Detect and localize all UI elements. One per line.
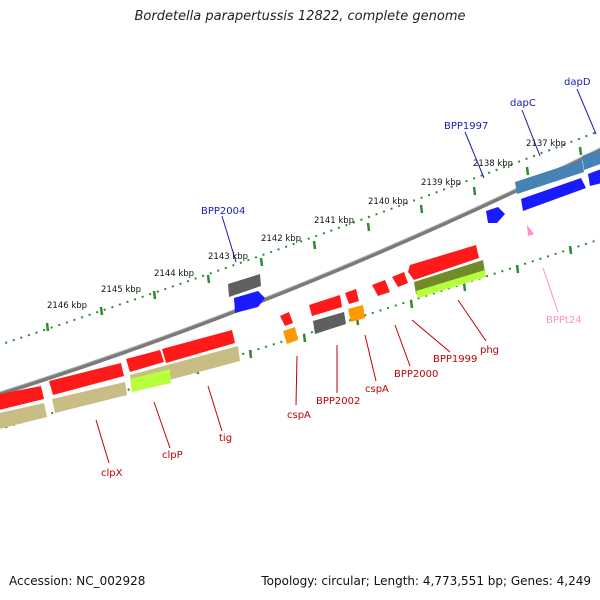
gene-clpP-lime[interactable]	[130, 369, 171, 392]
gene-label-cspA-1[interactable]: cspA	[365, 384, 389, 395]
gene-BPP2002-red[interactable]	[309, 295, 342, 316]
gene-BPP1999[interactable]	[392, 272, 408, 287]
outer-major-tick	[206, 274, 211, 284]
tick-label-2141: 2141 kbp	[314, 216, 354, 226]
outer-major-tick	[578, 146, 583, 156]
genome-backbone	[0, 147, 600, 396]
outer-major-tick	[312, 240, 317, 250]
gene-clpX-olive[interactable]	[52, 382, 127, 413]
gene-label-BPPt24[interactable]: BPPt24	[546, 315, 582, 326]
tick-label-2145: 2145 kbp	[101, 285, 141, 295]
gene-phg-lime[interactable]	[416, 270, 486, 298]
gene-label-cspA-2[interactable]: cspA	[287, 410, 311, 421]
kbp-labels: 2137 kbp 2138 kbp 2139 kbp 2140 kbp 2141…	[47, 139, 566, 311]
gene-label-phg[interactable]: phg	[480, 345, 499, 356]
tick-label-2139: 2139 kbp	[421, 178, 461, 188]
gene-phg[interactable]	[408, 245, 479, 280]
tick-label-2144: 2144 kbp	[154, 269, 194, 279]
gene-label-dapC[interactable]: dapC	[510, 98, 536, 109]
forward-genes	[228, 148, 600, 313]
gene-phg-olive[interactable]	[414, 260, 485, 294]
gene-BPP1997[interactable]	[486, 207, 505, 223]
gene-dapD-steel[interactable]	[582, 148, 600, 170]
gene-cspA-1-orange[interactable]	[348, 305, 365, 322]
tick-label-2140: 2140 kbp	[368, 197, 408, 207]
tick-label-2137: 2137 kbp	[526, 139, 566, 149]
outer-major-tick	[152, 290, 157, 300]
gene-BPP2000[interactable]	[372, 280, 390, 296]
map-title: Bordetella parapertussis 12822, complete…	[134, 9, 466, 24]
outer-major-tick	[99, 306, 104, 316]
outer-major-tick	[419, 204, 424, 214]
outer-major-tick	[366, 222, 371, 232]
gene-left-olive[interactable]	[0, 403, 47, 430]
gene-label-clpX[interactable]: clpX	[101, 468, 123, 479]
gene-tig-red[interactable]	[162, 330, 235, 363]
inner-major-tick	[515, 264, 520, 274]
gene-label-BPP2000[interactable]: BPP2000	[394, 369, 438, 380]
gene-label-BPP2002[interactable]: BPP2002	[316, 396, 360, 407]
accession-text: Accession: NC_002928	[9, 574, 146, 588]
reverse-genes	[0, 245, 486, 430]
inner-major-tick	[248, 349, 253, 359]
gene-clpP-red[interactable]	[126, 350, 164, 372]
gene-labels: dapD dapC BPP1997 BPP2004 BPPt24 phg BPP…	[101, 77, 591, 479]
tick-label-2142: 2142 kbp	[261, 234, 301, 244]
outer-major-tick	[472, 186, 477, 196]
outer-major-tick	[525, 166, 530, 176]
outer-major-tick	[45, 322, 50, 332]
gene-label-BPP1997[interactable]: BPP1997	[444, 121, 488, 132]
topology-text: Topology: circular; Length: 4,773,551 bp…	[261, 574, 591, 588]
tick-label-2138: 2138 kbp	[473, 159, 513, 169]
gene-left-red[interactable]	[0, 386, 44, 411]
gene-BPP2004-gray[interactable]	[228, 274, 261, 297]
gene-label-BPP1999[interactable]: BPP1999	[433, 354, 477, 365]
leader-lines	[95, 88, 597, 464]
gene-cspA-1-red[interactable]	[345, 289, 359, 304]
gene-cspA-2-orange[interactable]	[283, 327, 298, 344]
gene-label-clpP[interactable]: clpP	[162, 450, 183, 461]
gene-label-dapD[interactable]: dapD	[564, 77, 591, 88]
tick-label-2146: 2146 kbp	[47, 301, 87, 311]
inner-major-tick	[462, 282, 467, 292]
inner-major-tick	[568, 245, 573, 255]
gene-label-BPP2004[interactable]: BPP2004	[201, 206, 245, 217]
gene-BPP2002-gray[interactable]	[313, 312, 346, 334]
inner-major-tick	[302, 333, 307, 343]
gene-clpX-red[interactable]	[49, 363, 124, 395]
inner-major-tick	[409, 299, 414, 309]
tick-label-2143: 2143 kbp	[208, 252, 248, 262]
gene-dapC-steel[interactable]	[515, 160, 584, 194]
gene-dapD-blue[interactable]	[588, 168, 600, 186]
gene-BPPt24[interactable]	[527, 225, 534, 236]
gene-label-tig[interactable]: tig	[219, 433, 232, 444]
outer-major-tick	[259, 257, 264, 267]
gene-dapC-blue[interactable]	[521, 178, 586, 211]
gene-cspA-2-red[interactable]	[280, 312, 293, 326]
gene-BPP2004-blue[interactable]	[234, 291, 265, 313]
